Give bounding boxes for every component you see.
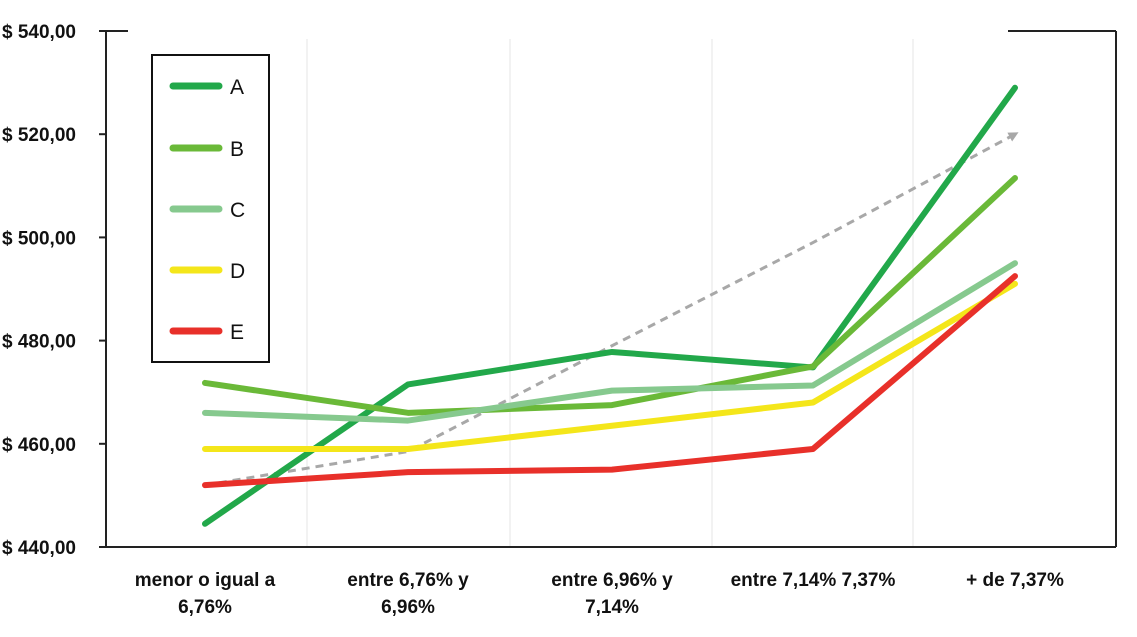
trend-dashed-line xyxy=(204,132,1019,487)
x-axis-ticks: menor o igual a 6,76%entre 6,76% y 6,96%en… xyxy=(135,570,1064,618)
legend-label-A: A xyxy=(230,76,244,99)
y-tick-label-3: $ 500,00 xyxy=(2,228,76,249)
series-line-D xyxy=(202,280,1018,452)
series-line-C xyxy=(202,260,1018,424)
x-tick-line: menor o igual a xyxy=(135,570,276,591)
y-axis-ticks: $ 440,00 $ 460,00 $ 480,00 $ 500,00 $ 520,00… xyxy=(2,22,106,559)
axes xyxy=(105,30,1117,548)
x-tick-line: 7,14% xyxy=(585,597,639,618)
series-line-E xyxy=(202,273,1018,489)
legend-label-B: B xyxy=(230,138,244,161)
legend-label-D: D xyxy=(230,260,245,283)
x-tick-label-1: entre 6,76% y 6,96% xyxy=(347,570,469,618)
x-tick-label-0: menor o igual a 6,76% xyxy=(135,570,276,618)
x-tick-line: 6,96% xyxy=(381,597,435,618)
x-tick-label-4: + de 7,37% xyxy=(966,570,1064,591)
series-line-A xyxy=(202,84,1018,527)
x-tick-line: entre 6,96% y xyxy=(551,570,673,591)
x-tick-line: + de 7,37% xyxy=(966,570,1064,591)
legend: A B C D E xyxy=(151,54,270,363)
series-line-B xyxy=(202,175,1018,416)
y-tick-label-1: $ 460,00 xyxy=(2,435,76,456)
x-tick-label-3: entre 7,14% 7,37% xyxy=(731,570,896,591)
y-tick-label-4: $ 520,00 xyxy=(2,125,76,146)
x-tick-line: entre 7,14% 7,37% xyxy=(731,570,896,591)
y-tick-label-5: $ 540,00 xyxy=(2,22,76,43)
series-lines xyxy=(202,84,1018,527)
x-tick-label-2: entre 6,96% y 7,14% xyxy=(551,570,673,618)
trend-line xyxy=(204,132,1019,487)
x-tick-line: entre 6,76% y xyxy=(347,570,469,591)
y-tick-label-2: $ 480,00 xyxy=(2,332,76,353)
x-tick-line: 6,76% xyxy=(178,597,232,618)
legend-label-C: C xyxy=(230,199,245,222)
y-tick-label-0: $ 440,00 xyxy=(2,538,76,559)
legend-label-E: E xyxy=(230,321,244,344)
